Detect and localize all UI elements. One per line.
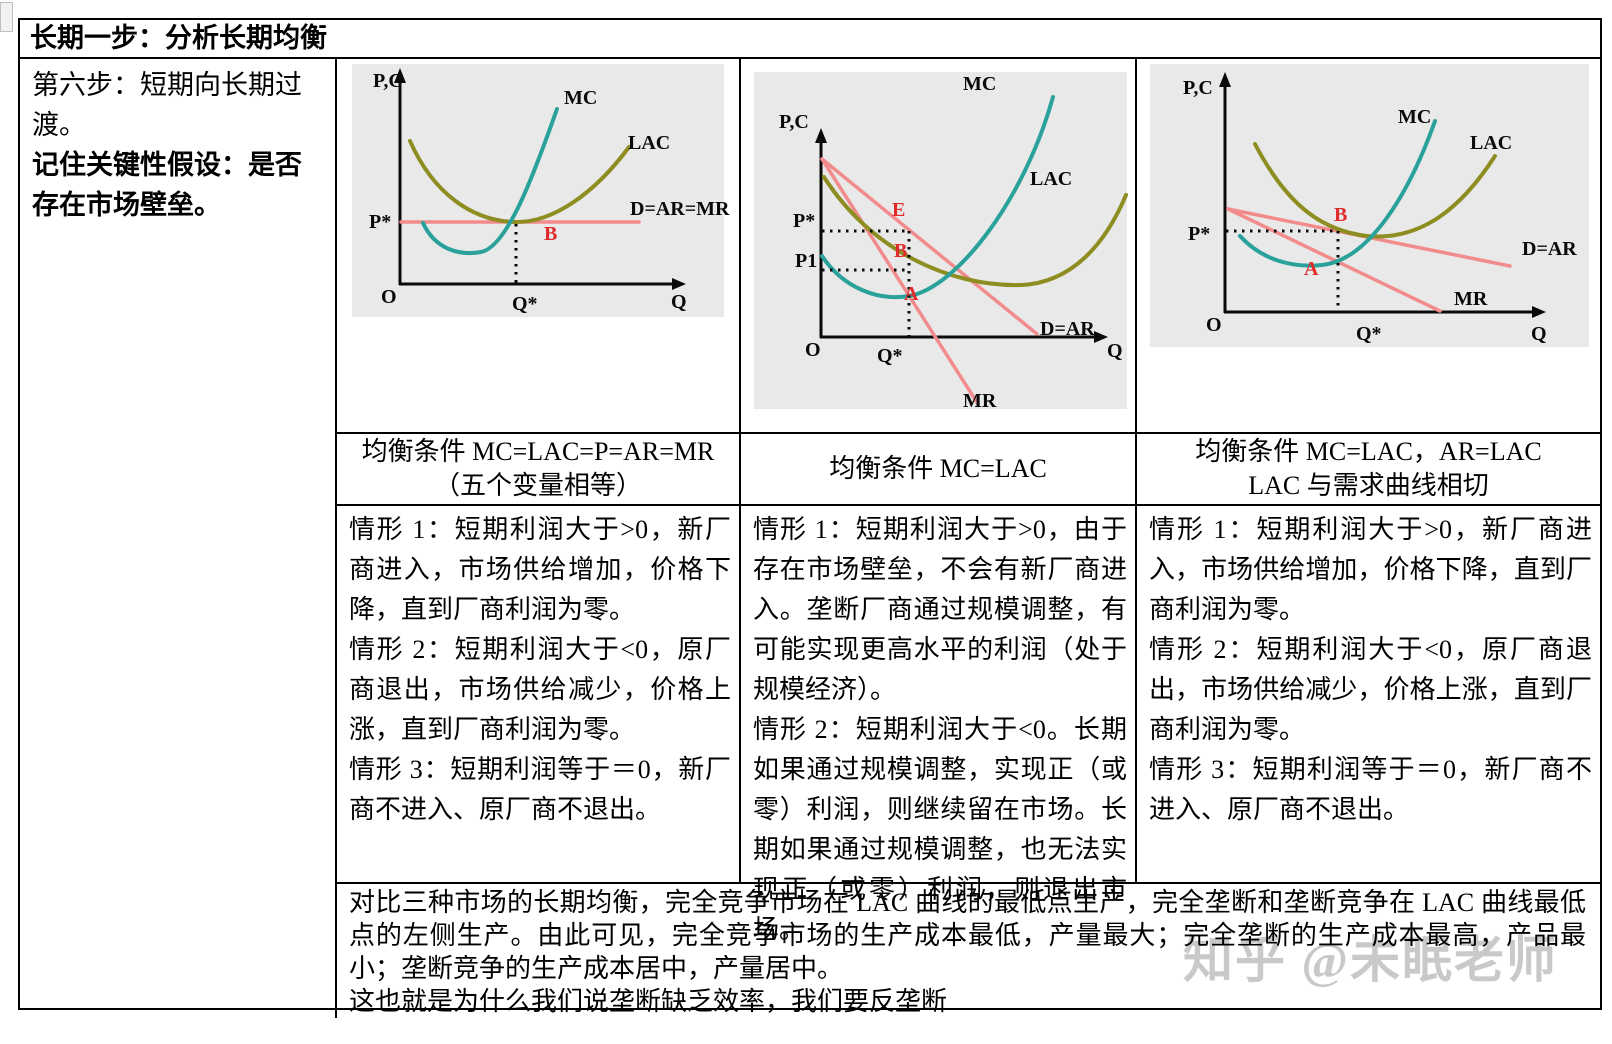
scenario-paragraph: 情形 1：短期利润大于>0，新厂商进入，市场供给增加，价格下降，直到厂商利润为零… <box>349 515 731 624</box>
demand-line <box>820 157 1039 336</box>
page-title: 长期一步：分析长期均衡 <box>30 23 327 53</box>
summary-paragraph: 对比三种市场的长期均衡，完全竞争市场在 LAC 曲线的最低点生产，完全垄断和垄断… <box>349 888 1586 983</box>
chart-cell-1: P,C MC LAC D=AR=MR P* B O Q* Q <box>337 59 739 432</box>
scenario-paragraph: 情形 2：短期利润大于<0，原厂商退出，市场供给减少，价格上涨，直到厂商利润为零… <box>1149 635 1592 744</box>
point-b-label: B <box>894 240 907 262</box>
x-axis-label: Q <box>1107 340 1123 362</box>
step-note-cell: 第六步：短期向长期过渡。 记住关键性假设：是否存在市场壁垒。 <box>20 59 337 1018</box>
condition-line: （五个变量相等） <box>433 471 642 500</box>
scenario-cell-2: 情形 1：短期利润大于>0，由于存在市场壁垒，不会有新厂商进入。垄断厂商通过规模… <box>739 504 1135 944</box>
mc-label: MC <box>564 87 597 109</box>
x-axis-arrow-icon <box>1532 306 1546 318</box>
long-run-equilibrium-table: 长期一步：分析长期均衡 第六步：短期向长期过渡。 记住关键性假设：是否存在市场壁… <box>18 18 1602 1018</box>
step-line: 第六步：短期向长期过渡。 <box>32 70 302 140</box>
price-star-label: P* <box>793 210 815 232</box>
point-e-label: E <box>892 199 905 221</box>
y-axis-arrow-icon <box>394 68 406 83</box>
origin-label: O <box>381 286 397 308</box>
chart-2: P,C MC LAC D=AR MR P* P1 E B A O Q* Q <box>754 72 1128 412</box>
price-star-label: P* <box>1188 223 1210 245</box>
y-axis-label: P,C <box>779 111 809 133</box>
x-axis-arrow-icon <box>1094 331 1108 343</box>
mc-curve <box>820 95 1055 300</box>
chart-3: P,C MC LAC D=AR MR P* B A O Q* Q <box>1150 64 1589 347</box>
scenario-paragraph: 情形 1：短期利润大于>0，新厂商进入，市场供给增加，价格下降，直到厂商利润为零… <box>1149 515 1592 624</box>
scenario-paragraph: 情形 3：短期利润等于＝0，新厂商不进入、原厂商不退出。 <box>349 755 731 824</box>
lac-curve <box>408 139 631 225</box>
chart-cell-2: P,C MC LAC D=AR MR P* P1 E B A O Q* Q <box>739 59 1135 432</box>
scenario-paragraph: 情形 2：短期利润大于<0。长期如果通过规模调整，实现正（或零）利润，则继续留在… <box>753 715 1127 944</box>
lac-label: LAC <box>1470 132 1512 154</box>
mc-curve <box>1238 119 1437 268</box>
mr-label: MR <box>1454 288 1488 310</box>
lac-curve <box>1253 142 1497 239</box>
scenario-paragraph: 情形 3：短期利润等于＝0，新厂商不进入、原厂商不退出。 <box>1149 755 1592 824</box>
origin-label: O <box>1206 314 1222 336</box>
condition-line: 均衡条件 MC=LAC=P=AR=MR <box>361 437 715 466</box>
lac-label: LAC <box>1030 168 1072 190</box>
price-star-label: P* <box>369 211 391 233</box>
mc-curve <box>421 107 559 255</box>
plot-background <box>1150 64 1589 347</box>
demand-label: D=AR <box>1522 238 1577 260</box>
condition-cell-2: 均衡条件 MC=LAC <box>739 432 1135 504</box>
mc-label: MC <box>1398 106 1431 128</box>
scenario-paragraph: 情形 1：短期利润大于>0，由于存在市场壁垒，不会有新厂商进入。垄断厂商通过规模… <box>753 515 1127 704</box>
point-b-label: B <box>544 223 557 245</box>
condition-cell-1: 均衡条件 MC=LAC=P=AR=MR （五个变量相等） <box>337 432 739 504</box>
key-assumption-line: 记住关键性假设：是否存在市场壁垒。 <box>32 150 302 220</box>
watermark: 知乎 @未眠老师 <box>1183 932 1559 988</box>
quantity-star-label: Q* <box>1356 323 1382 345</box>
condition-cell-3: 均衡条件 MC=LAC，AR=LAC LAC 与需求曲线相切 <box>1135 432 1600 504</box>
x-axis-label: Q <box>671 291 687 313</box>
point-a-label: A <box>904 283 919 305</box>
mr-label: MR <box>963 390 997 412</box>
point-b-label: B <box>1334 204 1347 226</box>
plot-background <box>352 64 724 317</box>
condition-line: 均衡条件 MC=LAC <box>829 454 1047 483</box>
table-body: 第六步：短期向长期过渡。 记住关键性假设：是否存在市场壁垒。 P,C MC <box>20 59 1600 1018</box>
quantity-star-label: Q* <box>877 345 903 367</box>
demand-label: D=AR <box>1040 318 1095 340</box>
lac-label: LAC <box>628 132 670 154</box>
origin-label: O <box>805 339 821 361</box>
plot-background <box>754 72 1127 409</box>
condition-line: 均衡条件 MC=LAC，AR=LAC <box>1195 437 1542 466</box>
scenario-paragraph: 情形 2：短期利润大于<0，原厂商退出，市场供给减少，价格上涨，直到厂商利润为零… <box>349 635 731 744</box>
quantity-star-label: Q* <box>512 293 538 315</box>
y-axis-label: P,C <box>373 70 403 92</box>
mr-line <box>1226 207 1442 313</box>
demand-label: D=AR=MR <box>630 198 730 220</box>
y-axis-arrow-icon <box>1219 72 1231 87</box>
comparison-grid: P,C MC LAC D=AR=MR P* B O Q* Q <box>337 59 1600 1018</box>
x-axis-label: Q <box>1531 323 1547 345</box>
scenario-cell-3: 情形 1：短期利润大于>0，新厂商进入，市场供给增加，价格下降，直到厂商利润为零… <box>1135 504 1600 882</box>
table-header: 长期一步：分析长期均衡 <box>20 20 1600 59</box>
chart-cell-3: P,C MC LAC D=AR MR P* B A O Q* Q <box>1135 59 1600 432</box>
summary-cell: 对比三种市场的长期均衡，完全竞争市场在 LAC 曲线的最低点生产，完全垄断和垄断… <box>337 882 1600 1018</box>
y-axis-arrow-icon <box>815 128 827 143</box>
point-a-label: A <box>1304 258 1319 280</box>
scenario-cell-1: 情形 1：短期利润大于>0，新厂商进入，市场供给增加，价格下降，直到厂商利润为零… <box>337 504 739 882</box>
y-axis-label: P,C <box>1183 77 1213 99</box>
mr-line <box>820 157 980 406</box>
price-1-label: P1 <box>795 250 817 272</box>
corner-artifact <box>0 2 13 32</box>
chart-1: P,C MC LAC D=AR=MR P* B O Q* Q <box>352 64 730 317</box>
mc-label: MC <box>963 73 996 95</box>
summary-paragraph: 这也就是为什么我们说垄断缺乏效率，我们要反垄断 <box>349 987 948 1016</box>
condition-line: LAC 与需求曲线相切 <box>1248 471 1489 500</box>
x-axis-arrow-icon <box>672 278 686 290</box>
